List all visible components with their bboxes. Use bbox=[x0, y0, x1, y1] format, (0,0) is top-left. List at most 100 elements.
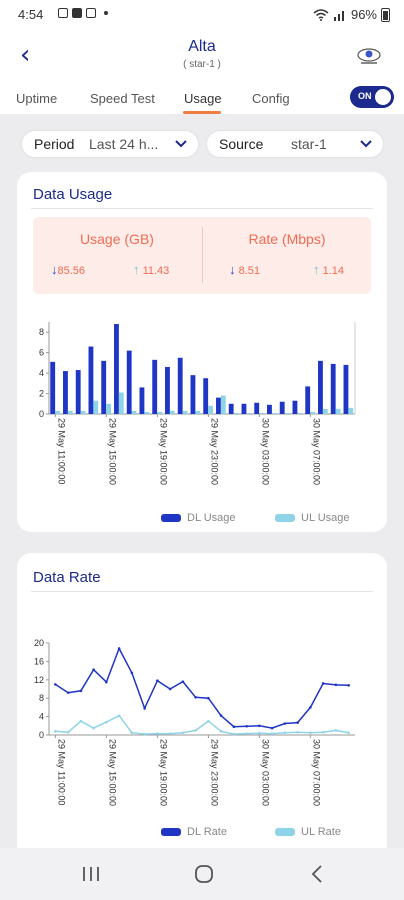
data-usage-chart: 0 2 4 6 8 29 May 11:00:00 29 May 15:00:00 29 Ma… bbox=[39, 322, 356, 485]
recent-apps-icon[interactable] bbox=[82, 866, 100, 882]
ul-usage-bar bbox=[118, 392, 124, 414]
header: ‹ Alta ( star-1 ) Uptime Speed Test Usag… bbox=[0, 30, 404, 114]
ul-usage-bar bbox=[335, 408, 341, 414]
wifi-icon bbox=[313, 8, 329, 21]
dl-usage-bar bbox=[63, 371, 68, 414]
ul-usage-bar bbox=[208, 405, 213, 414]
back-icon[interactable] bbox=[310, 864, 324, 884]
y-tick-label: 8 bbox=[39, 693, 44, 703]
dl-rate-point bbox=[143, 707, 146, 710]
chevron-down-icon bbox=[360, 140, 372, 148]
dl-rate-point bbox=[168, 687, 172, 691]
y-tick-label: 4 bbox=[39, 712, 44, 722]
gallery-icon bbox=[58, 8, 68, 18]
ul-rate-point bbox=[194, 729, 197, 732]
ul-usage-bar bbox=[157, 411, 162, 414]
dl-rate-point bbox=[219, 714, 223, 717]
legend-dl-usage: DL Usage bbox=[161, 512, 236, 524]
dl-usage-bar bbox=[318, 360, 323, 414]
y-tick-label: 0 bbox=[39, 730, 44, 740]
legend-ul-rate-label: UL Rate bbox=[301, 826, 341, 838]
dl-usage-bar bbox=[241, 403, 247, 414]
tab-uptime[interactable]: Uptime bbox=[16, 91, 58, 106]
ul-rate-point bbox=[309, 731, 312, 734]
ul-rate-point bbox=[79, 719, 83, 723]
ul-usage-bar bbox=[271, 412, 277, 414]
ul-rate-point bbox=[219, 730, 223, 733]
dl-rate-point bbox=[207, 696, 210, 700]
dl-usage-bar bbox=[177, 357, 183, 414]
dl-usage-bar bbox=[165, 366, 170, 414]
usage-ul-value: 11.43 bbox=[142, 265, 170, 277]
y-tick-label: 2 bbox=[39, 389, 44, 399]
y-tick-label: 0 bbox=[39, 409, 44, 419]
ul-rate-point bbox=[334, 729, 338, 732]
ul-rate-point bbox=[245, 732, 248, 735]
ul-rate-point bbox=[143, 732, 146, 736]
rate-header: Rate (Mbps) bbox=[248, 231, 326, 247]
legend-swatch bbox=[161, 514, 181, 522]
dl-rate-point bbox=[92, 668, 95, 671]
x-tick-label: 29 May 15:00:00 bbox=[107, 739, 117, 806]
system-nav-bar bbox=[0, 848, 404, 900]
dl-usage-bar bbox=[203, 378, 209, 414]
ul-usage-bar bbox=[322, 408, 328, 414]
ul-rate-point bbox=[283, 731, 287, 734]
legend-swatch bbox=[161, 828, 181, 836]
toggle-label: ON bbox=[358, 91, 372, 101]
x-tick-label: 29 May 19:00:00 bbox=[158, 739, 168, 806]
y-tick-label: 4 bbox=[39, 368, 44, 378]
dl-rate-point bbox=[258, 724, 261, 728]
device-avatar-icon[interactable] bbox=[356, 44, 382, 66]
tab-speed-test[interactable]: Speed Test bbox=[90, 91, 155, 106]
source-select[interactable]: Source star-1 bbox=[207, 131, 383, 157]
x-tick-label: 29 May 11:00:00 bbox=[56, 739, 66, 805]
x-tick-label: 29 May 23:00:00 bbox=[209, 418, 219, 485]
ul-usage-bar bbox=[259, 412, 264, 414]
x-tick-label: 29 May 23:00:00 bbox=[209, 739, 219, 806]
ul-usage-bar bbox=[131, 410, 137, 414]
upload-arrow-icon: ↑ bbox=[313, 262, 320, 277]
notification-icons bbox=[58, 8, 108, 18]
home-icon[interactable] bbox=[194, 864, 214, 884]
download-arrow-icon: ↓ bbox=[51, 262, 58, 277]
power-toggle[interactable]: ON bbox=[350, 86, 394, 108]
dl-rate-point bbox=[54, 683, 57, 686]
tab-config[interactable]: Config bbox=[252, 91, 290, 106]
dl-usage-bar bbox=[75, 370, 81, 414]
dl-usage-bar bbox=[139, 387, 145, 414]
dl-usage-bar bbox=[126, 350, 132, 414]
dl-rate-point bbox=[321, 682, 325, 685]
ul-usage-bar bbox=[93, 400, 99, 414]
x-tick-label: 30 May 07:00:00 bbox=[311, 739, 321, 806]
divider bbox=[31, 591, 373, 592]
ul-rate-point bbox=[270, 732, 274, 735]
ul-usage-bar bbox=[297, 412, 303, 414]
ul-usage-bar bbox=[195, 410, 201, 414]
data-usage-card: Data Usage Usage (GB) Rate (Mbps) ↓85.56… bbox=[17, 172, 387, 532]
dl-rate-point bbox=[309, 706, 312, 709]
x-tick-label: 29 May 19:00:00 bbox=[158, 418, 168, 485]
calendar-icon bbox=[86, 8, 96, 18]
x-tick-label: 30 May 03:00:00 bbox=[260, 739, 270, 806]
legend-dl-rate-label: DL Rate bbox=[187, 826, 227, 838]
dl-rate-point bbox=[232, 725, 236, 729]
battery-percent: 96% bbox=[350, 7, 377, 22]
tab-usage[interactable]: Usage bbox=[184, 91, 222, 106]
more-dot-icon bbox=[104, 11, 108, 15]
period-value: Last 24 h... bbox=[89, 136, 159, 152]
legend-dl-usage-label: DL Usage bbox=[187, 512, 236, 524]
rate-dl-value: 8.51 bbox=[238, 265, 260, 277]
period-label: Period bbox=[34, 136, 75, 152]
ul-usage-bar bbox=[67, 410, 73, 414]
back-chevron-icon[interactable]: ‹ bbox=[20, 40, 31, 70]
dl-usage-bar bbox=[50, 361, 56, 414]
period-select[interactable]: Period Last 24 h... bbox=[22, 131, 198, 157]
ul-usage-bar bbox=[246, 412, 252, 414]
source-label: Source bbox=[219, 136, 264, 152]
x-tick-label: 30 May 03:00:00 bbox=[260, 418, 270, 485]
ul-rate-point bbox=[66, 730, 70, 734]
dl-rate-point bbox=[117, 647, 121, 650]
ul-rate-point bbox=[207, 719, 210, 723]
dl-usage-bar bbox=[101, 360, 107, 414]
